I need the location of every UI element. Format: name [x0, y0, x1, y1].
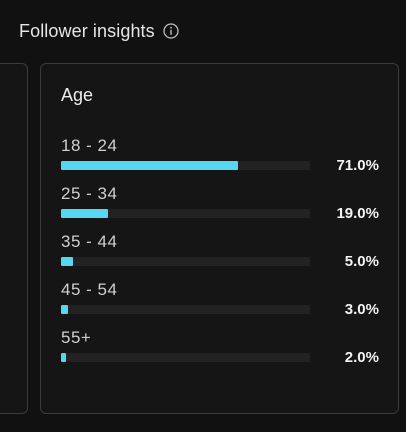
age-rows: 18 - 24 71.0% 25 - 34 19.0% 35 - 44 5.0%: [61, 136, 379, 376]
age-percentage: 71.0%: [336, 157, 379, 174]
age-range-label: 45 - 54: [61, 280, 118, 299]
age-card-title: Age: [61, 85, 94, 105]
age-row-45-54: 45 - 54 3.0%: [61, 280, 379, 328]
section-header: Follower insights: [19, 18, 179, 44]
progress-fill: [61, 209, 109, 218]
age-row-55-plus: 55+ 2.0%: [61, 328, 379, 376]
progress-track: [61, 209, 310, 218]
progress-fill: [61, 257, 74, 266]
age-range-label: 55+: [61, 328, 92, 347]
progress-track: [61, 305, 310, 314]
age-range-label: 18 - 24: [61, 136, 118, 155]
age-percentage: 19.0%: [336, 205, 379, 222]
previous-card: [0, 63, 28, 414]
progress-fill: [61, 161, 238, 170]
progress-track: [61, 353, 310, 362]
age-percentage: 3.0%: [344, 301, 379, 318]
progress-track: [61, 161, 310, 170]
age-row-35-44: 35 - 44 5.0%: [61, 232, 379, 280]
progress-fill: [61, 305, 69, 314]
progress-fill: [61, 353, 66, 362]
age-percentage: 5.0%: [344, 253, 379, 270]
age-percentage: 2.0%: [344, 349, 379, 366]
age-card: Age 18 - 24 71.0% 25 - 34 19.0% 35 - 44: [40, 63, 399, 414]
age-row-18-24: 18 - 24 71.0%: [61, 136, 379, 184]
section-title: Follower insights: [19, 20, 155, 41]
progress-track: [61, 257, 310, 266]
info-circle-icon[interactable]: [163, 23, 179, 39]
age-row-25-34: 25 - 34 19.0%: [61, 184, 379, 232]
age-range-label: 25 - 34: [61, 184, 118, 203]
age-range-label: 35 - 44: [61, 232, 118, 251]
